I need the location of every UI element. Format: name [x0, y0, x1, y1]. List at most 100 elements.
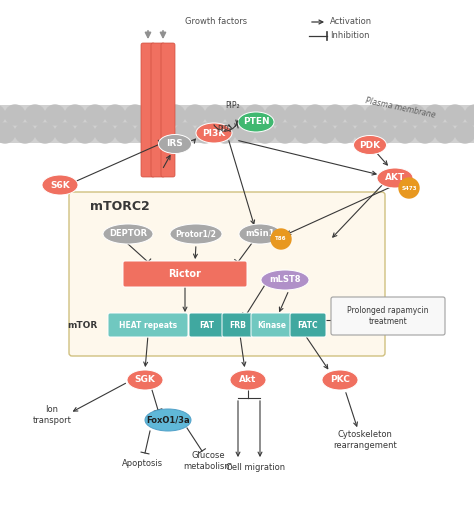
Circle shape [25, 105, 45, 125]
Text: FATC: FATC [298, 321, 319, 329]
Ellipse shape [42, 175, 78, 195]
Circle shape [365, 105, 385, 125]
Circle shape [225, 105, 245, 125]
Circle shape [0, 123, 15, 143]
Text: FoxO1/3a: FoxO1/3a [146, 416, 190, 425]
Circle shape [385, 105, 405, 125]
FancyBboxPatch shape [161, 43, 175, 177]
Circle shape [45, 105, 65, 125]
Text: mLST8: mLST8 [269, 276, 301, 284]
Circle shape [85, 105, 105, 125]
Text: DEPTOR: DEPTOR [109, 229, 147, 238]
Ellipse shape [238, 112, 274, 132]
Circle shape [455, 123, 474, 143]
Ellipse shape [127, 370, 163, 390]
Circle shape [245, 105, 265, 125]
Circle shape [445, 105, 465, 125]
Circle shape [399, 178, 419, 198]
Ellipse shape [145, 409, 191, 431]
Circle shape [265, 105, 285, 125]
Text: SGK: SGK [135, 376, 155, 384]
Circle shape [115, 123, 135, 143]
FancyBboxPatch shape [151, 43, 165, 177]
Circle shape [205, 105, 225, 125]
FancyBboxPatch shape [290, 313, 326, 337]
Bar [0, 105, 474, 143]
Ellipse shape [239, 224, 281, 244]
Circle shape [425, 105, 445, 125]
FancyBboxPatch shape [222, 313, 254, 337]
Circle shape [325, 105, 345, 125]
Circle shape [255, 123, 275, 143]
Circle shape [275, 123, 295, 143]
Circle shape [65, 105, 85, 125]
Text: FAT: FAT [200, 321, 215, 329]
Circle shape [15, 123, 35, 143]
Ellipse shape [261, 270, 309, 290]
Text: HEAT repeats: HEAT repeats [119, 321, 177, 329]
Circle shape [195, 123, 215, 143]
Ellipse shape [158, 134, 191, 154]
Circle shape [405, 105, 425, 125]
Ellipse shape [322, 370, 358, 390]
Circle shape [55, 123, 75, 143]
FancyBboxPatch shape [108, 313, 188, 337]
Circle shape [35, 123, 55, 143]
Text: PIP₃: PIP₃ [218, 125, 232, 134]
Text: Protor1/2: Protor1/2 [175, 229, 217, 238]
Circle shape [435, 123, 455, 143]
Circle shape [315, 123, 335, 143]
Text: Cell migration: Cell migration [227, 464, 285, 473]
Text: Ion
transport: Ion transport [33, 406, 72, 425]
Text: Kinase: Kinase [257, 321, 286, 329]
FancyBboxPatch shape [141, 43, 155, 177]
Text: Rictor: Rictor [169, 269, 201, 279]
Circle shape [125, 105, 145, 125]
Circle shape [345, 105, 365, 125]
FancyBboxPatch shape [123, 261, 247, 287]
Ellipse shape [103, 224, 153, 244]
Text: IRS: IRS [167, 139, 183, 148]
Circle shape [465, 105, 474, 125]
Circle shape [175, 123, 195, 143]
Circle shape [0, 105, 5, 125]
Text: PDK: PDK [359, 140, 381, 149]
Ellipse shape [354, 135, 386, 155]
Circle shape [355, 123, 375, 143]
Ellipse shape [230, 370, 266, 390]
FancyBboxPatch shape [251, 313, 293, 337]
Text: Glucose
metabolism: Glucose metabolism [183, 451, 233, 471]
Circle shape [135, 123, 155, 143]
Text: mTORC2: mTORC2 [90, 199, 150, 213]
Text: Apoptosis: Apoptosis [122, 459, 164, 468]
Text: PI3K: PI3K [202, 128, 226, 137]
Ellipse shape [196, 123, 232, 143]
Circle shape [235, 123, 255, 143]
Text: Activation: Activation [330, 18, 372, 26]
Text: Inhibition: Inhibition [330, 31, 370, 40]
Text: Growth factors: Growth factors [185, 18, 247, 26]
FancyBboxPatch shape [331, 297, 445, 335]
Circle shape [105, 105, 125, 125]
Circle shape [185, 105, 205, 125]
Text: Prolonged rapamycin
treatment: Prolonged rapamycin treatment [347, 307, 429, 326]
Circle shape [165, 105, 185, 125]
Text: S473: S473 [401, 185, 417, 190]
Text: PKC: PKC [330, 376, 350, 384]
Circle shape [335, 123, 355, 143]
Circle shape [75, 123, 95, 143]
Ellipse shape [170, 224, 222, 244]
Text: PIP₂: PIP₂ [226, 101, 240, 110]
Text: S6K: S6K [50, 180, 70, 189]
Circle shape [145, 105, 165, 125]
Circle shape [415, 123, 435, 143]
Text: AKT: AKT [385, 174, 405, 182]
Circle shape [5, 105, 25, 125]
Text: FRB: FRB [229, 321, 246, 329]
Text: T86: T86 [275, 236, 287, 241]
Circle shape [395, 123, 415, 143]
Text: Plasma membrane: Plasma membrane [364, 96, 436, 120]
Circle shape [295, 123, 315, 143]
Text: Cytoskeleton
rearrangement: Cytoskeleton rearrangement [333, 430, 397, 449]
Circle shape [285, 105, 305, 125]
